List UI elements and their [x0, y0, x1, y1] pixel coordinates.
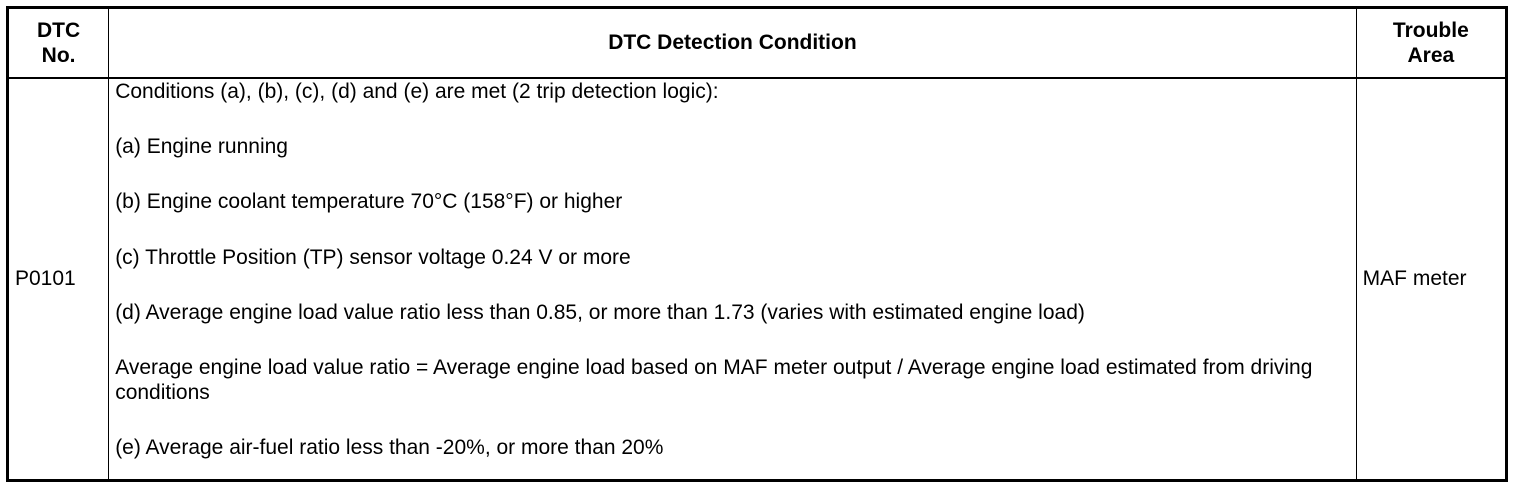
detection-conditions: Conditions (a), (b), (c), (d) and (e) ar…	[108, 77, 1357, 481]
header-row: DTC No. DTC Detection Condition Trouble …	[6, 7, 1508, 79]
trouble-area: MAF meter	[1355, 77, 1508, 481]
condition-c: (c) Throttle Position (TP) sensor voltag…	[115, 245, 631, 269]
condition-intro: Conditions (a), (b), (c), (d) and (e) ar…	[115, 80, 719, 103]
header-condition: DTC Detection Condition	[108, 7, 1357, 79]
header-trouble-area-line-2: Area	[1407, 44, 1455, 67]
header-dtc-no: DTC No.	[6, 7, 110, 79]
condition-b: (b) Engine coolant temperature 70°C (158…	[115, 190, 623, 214]
condition-a: (a) Engine running	[115, 135, 288, 159]
header-trouble-area-line-1: Trouble	[1392, 18, 1469, 42]
dtc-table: DTC No. DTC Detection Condition Trouble …	[6, 6, 1508, 482]
condition-d: (d) Average engine load value ratio less…	[115, 300, 1085, 324]
header-dtc-no-line-1: DTC	[37, 18, 81, 42]
header-trouble-area: Trouble Area	[1355, 7, 1508, 79]
table-row: P0101 Conditions (a), (b), (c), (d) and …	[6, 77, 1508, 481]
condition-ratio-definition: Average engine load value ratio = Averag…	[115, 355, 1313, 405]
header-dtc-no-line-2: No.	[41, 44, 76, 67]
condition-e: (e) Average air-fuel ratio less than -20…	[115, 436, 664, 460]
dtc-code: P0101	[6, 77, 110, 481]
